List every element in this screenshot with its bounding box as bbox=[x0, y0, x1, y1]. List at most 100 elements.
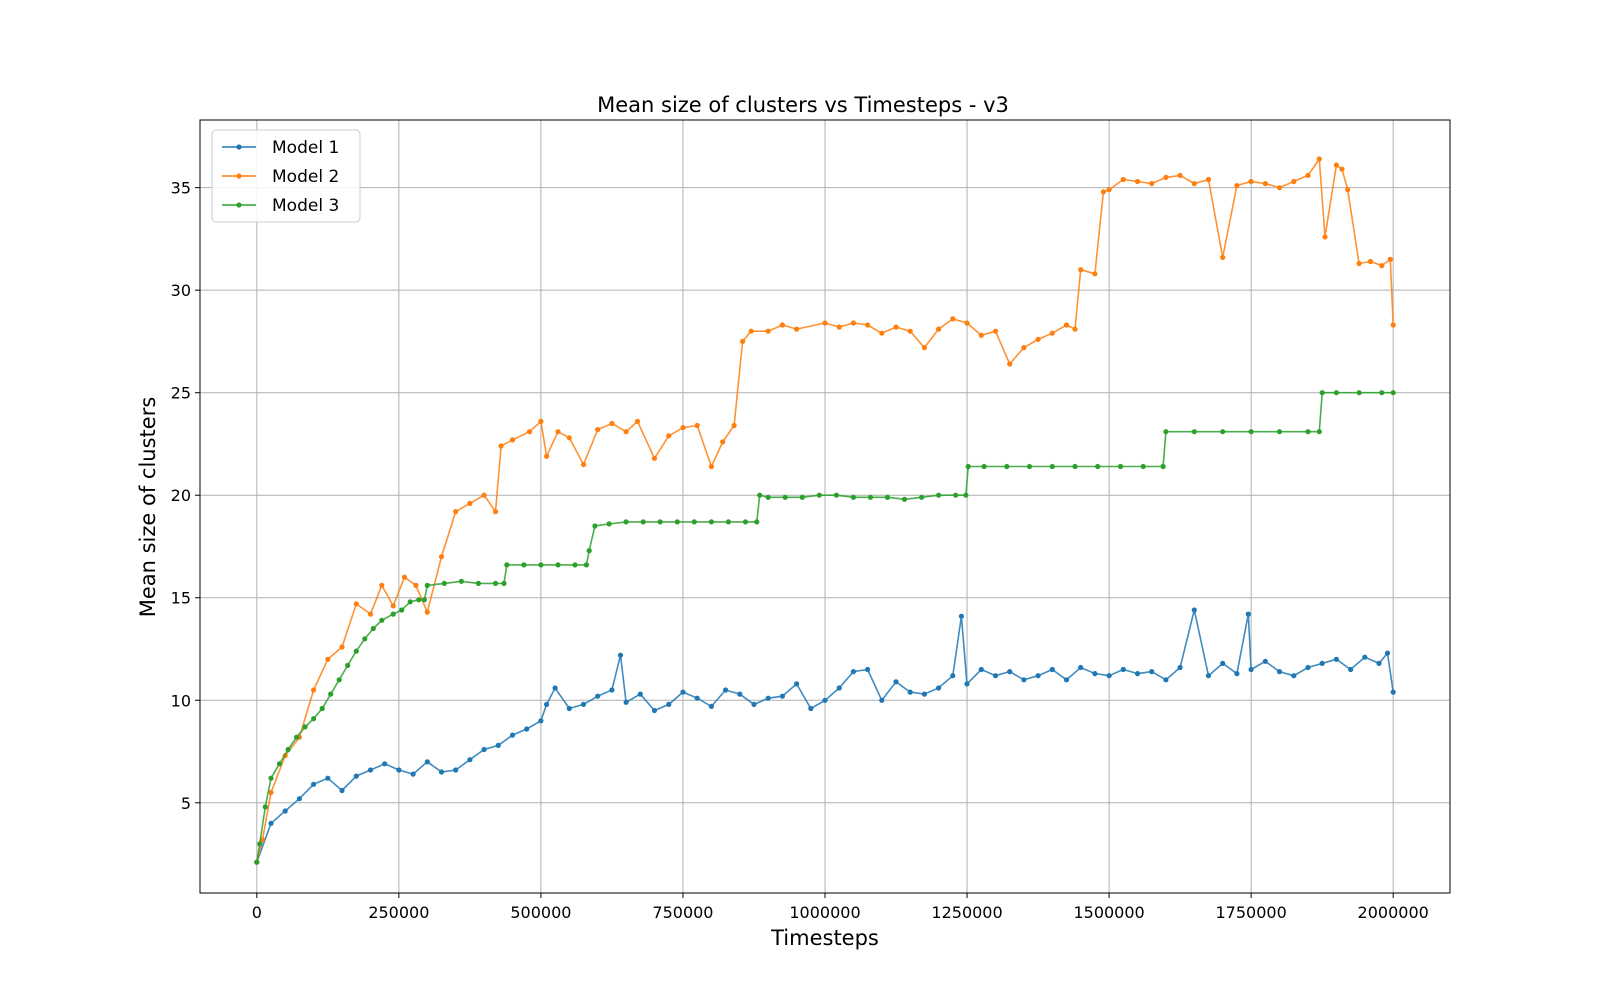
series-1-point bbox=[836, 685, 842, 691]
y-tick-label: 10 bbox=[171, 691, 191, 710]
series-1-point bbox=[339, 787, 345, 794]
series-1-point bbox=[1021, 677, 1027, 683]
series-1-point bbox=[1078, 664, 1084, 671]
series-3-point bbox=[592, 523, 598, 529]
series-1-point bbox=[964, 681, 970, 687]
series-1-point bbox=[438, 769, 445, 775]
series-2-point bbox=[401, 574, 408, 580]
series-1-line bbox=[256, 609, 1394, 863]
series-3-point bbox=[555, 562, 561, 568]
series-1-point bbox=[481, 746, 487, 753]
series-3-point bbox=[583, 562, 590, 568]
series-1-point bbox=[850, 669, 857, 675]
series-3-point bbox=[1160, 463, 1166, 470]
series-3-point bbox=[1248, 429, 1254, 435]
series-2-point bbox=[708, 463, 715, 470]
series-2-point bbox=[1100, 189, 1106, 195]
series-1-point bbox=[765, 695, 771, 701]
series-1-point bbox=[453, 767, 459, 773]
series-2-point bbox=[893, 324, 899, 330]
series-3-point bbox=[362, 636, 368, 642]
series-1-point bbox=[1319, 660, 1325, 667]
series-3-point bbox=[311, 716, 317, 722]
series-3-point bbox=[416, 597, 422, 603]
series-3-point bbox=[657, 519, 663, 525]
series-3-point bbox=[1004, 463, 1010, 470]
series-1-point bbox=[992, 673, 999, 679]
series-1-point bbox=[1348, 666, 1354, 673]
series-3-point bbox=[586, 548, 592, 554]
series-3-point bbox=[336, 677, 342, 683]
series-2-point bbox=[1248, 178, 1254, 185]
series-2-point bbox=[666, 433, 672, 439]
series-1-point bbox=[623, 699, 629, 705]
series-3-point bbox=[262, 804, 268, 810]
series-1-point bbox=[808, 705, 814, 712]
series-2-point bbox=[339, 644, 345, 650]
series-1-point bbox=[822, 697, 828, 703]
series-3-point bbox=[1356, 390, 1362, 396]
series-1-point bbox=[1376, 660, 1382, 667]
x-tick-label: 750000 bbox=[652, 903, 713, 922]
series-3-point bbox=[572, 562, 578, 568]
series-1-point bbox=[1007, 669, 1013, 675]
series-3-point bbox=[765, 494, 771, 500]
series-2-point bbox=[964, 320, 970, 326]
series-1-point bbox=[311, 781, 317, 787]
series-3-point bbox=[458, 578, 464, 584]
series-2 bbox=[254, 156, 1396, 865]
series-2-point bbox=[1106, 187, 1112, 193]
series-2-point bbox=[731, 422, 737, 429]
series-2-point bbox=[595, 427, 601, 433]
legend: Model 1 Model 2 Model 3 bbox=[211, 129, 361, 223]
series-1-point bbox=[1035, 673, 1041, 679]
series-3-point bbox=[965, 463, 971, 470]
y-tick-label: 20 bbox=[171, 486, 191, 505]
series-1-point bbox=[595, 693, 601, 699]
series-2-point bbox=[1322, 234, 1328, 240]
series-1-point bbox=[1134, 671, 1141, 677]
series-2-point bbox=[1234, 183, 1240, 189]
series-1-point bbox=[524, 726, 530, 732]
series-3-point bbox=[816, 492, 822, 498]
series-2-point bbox=[1049, 330, 1055, 336]
series-3-point bbox=[1379, 390, 1385, 396]
series-2-point bbox=[492, 509, 499, 515]
series-1-point bbox=[936, 685, 942, 691]
series-3-point bbox=[1390, 390, 1396, 396]
series-2-point bbox=[921, 345, 928, 351]
series-1-point bbox=[708, 703, 715, 710]
series-1-point bbox=[1248, 666, 1254, 673]
series-2-point bbox=[390, 603, 396, 609]
series-2-point bbox=[1120, 176, 1126, 183]
series-2-point bbox=[1379, 263, 1385, 269]
series-2-point bbox=[544, 453, 550, 459]
series-1-point bbox=[1163, 677, 1169, 683]
series-2-point bbox=[1021, 345, 1027, 351]
legend-box bbox=[211, 129, 361, 223]
series-3-point bbox=[757, 492, 763, 498]
series-2-point bbox=[634, 418, 641, 424]
x-tick-label: 250000 bbox=[368, 903, 429, 922]
series-3-point bbox=[901, 496, 908, 502]
series-3-point bbox=[501, 580, 507, 587]
series-3-point bbox=[1026, 463, 1033, 470]
series-1-point bbox=[950, 673, 956, 679]
series-3-point bbox=[421, 597, 427, 603]
series-2-point bbox=[1367, 258, 1374, 265]
series-2-point bbox=[580, 461, 587, 468]
series-1-point bbox=[1262, 658, 1268, 664]
legend-item: Model 3 bbox=[222, 196, 339, 216]
series-2-point bbox=[992, 328, 999, 334]
series-3-point bbox=[981, 463, 987, 470]
series-1-point bbox=[666, 701, 672, 708]
series-2-point bbox=[1387, 256, 1393, 262]
series-2-point bbox=[509, 437, 516, 443]
series-2-point bbox=[1134, 178, 1141, 185]
grid bbox=[200, 120, 1450, 893]
series-3-point bbox=[268, 775, 274, 781]
series-2-point bbox=[1191, 181, 1197, 187]
series-2-point bbox=[1177, 172, 1183, 178]
series-2-point bbox=[879, 330, 885, 336]
series-1-point bbox=[1305, 664, 1311, 671]
